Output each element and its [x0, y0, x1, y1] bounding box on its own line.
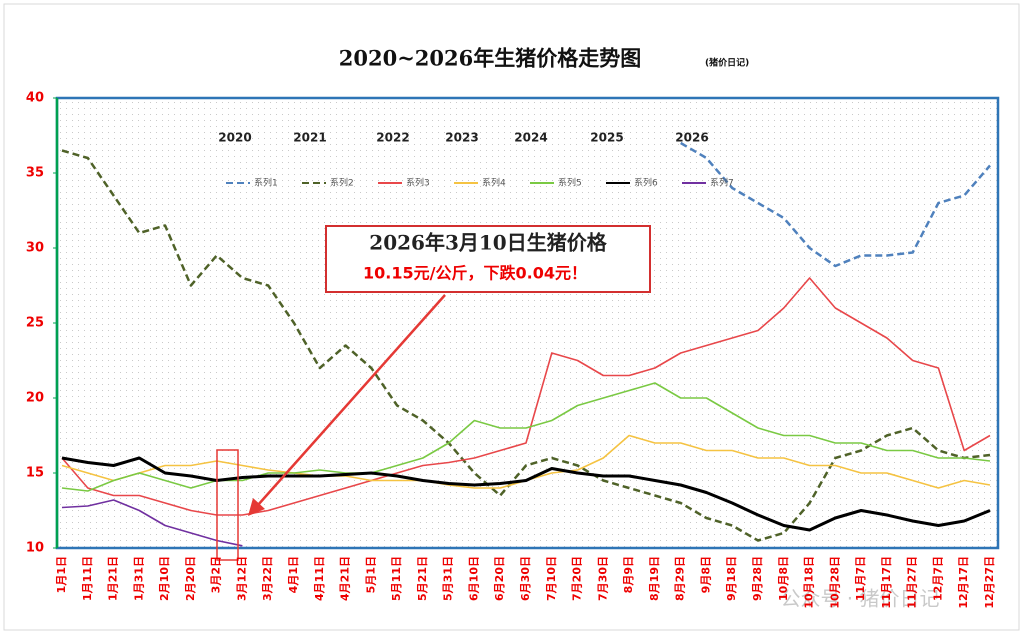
y-tick-label: 15	[26, 466, 44, 481]
year-label: 2023	[445, 131, 478, 145]
x-tick-label: 9月18日	[725, 556, 738, 601]
annotation-title: 2026年3月10日生猪价格	[369, 231, 607, 255]
x-tick-label: 4月1日	[287, 556, 300, 593]
watermark: 公众号 · 猪价日记	[780, 587, 939, 611]
x-tick-label: 1月11日	[81, 556, 94, 601]
x-tick-label: 4月21日	[339, 556, 352, 601]
x-tick-label: 3月22日	[261, 556, 274, 601]
year-label: 2021	[293, 131, 326, 145]
y-tick-label: 25	[26, 316, 44, 331]
legend-label: 系列6	[634, 177, 658, 189]
y-tick-label: 30	[26, 241, 44, 256]
y-tick-label: 35	[26, 166, 44, 181]
year-label: 2020	[218, 131, 251, 145]
x-tick-label: 5月1日	[364, 556, 377, 593]
x-tick-label: 3月2日	[210, 556, 223, 593]
plot-background	[57, 98, 998, 548]
x-tick-label: 10月28日	[828, 556, 841, 609]
x-tick-label: 10月18日	[803, 556, 816, 609]
annotation-text: 10.15元/公斤，下跌0.04元！	[363, 264, 587, 283]
year-label: 2026	[675, 131, 708, 145]
legend-label: 系列4	[482, 177, 506, 189]
x-tick-label: 7月10日	[545, 556, 558, 601]
x-tick-label: 12月7日	[931, 556, 944, 601]
year-label: 2024	[514, 131, 547, 145]
x-tick-label: 5月31日	[442, 556, 455, 601]
x-tick-label: 11月7日	[854, 556, 867, 601]
x-tick-label: 12月17日	[957, 556, 970, 609]
highlight-box	[216, 449, 239, 561]
x-tick-label: 11月17日	[880, 556, 893, 609]
x-tick-label: 2月20日	[184, 556, 197, 601]
x-tick-label: 8月9日	[622, 556, 635, 593]
legend-label: 系列1	[254, 177, 278, 189]
legend-label: 系列2	[330, 177, 354, 189]
annotation-arrow	[257, 294, 446, 506]
legend-label: 系列5	[558, 177, 582, 189]
x-tick-label: 6月20日	[493, 556, 506, 601]
y-tick-label: 20	[26, 391, 44, 406]
x-tick-label: 10月8日	[777, 556, 790, 601]
x-tick-label: 7月30日	[596, 556, 609, 601]
series-line	[61, 499, 243, 547]
year-label: 2025	[590, 131, 623, 145]
annotation-box	[325, 225, 651, 293]
x-tick-label: 11月27日	[906, 556, 919, 609]
legend-label: 系列3	[406, 177, 430, 189]
x-tick-label: 12月27日	[983, 556, 996, 609]
x-tick-label: 1月21日	[107, 556, 120, 601]
x-tick-label: 5月21日	[416, 556, 429, 601]
x-tick-label: 2月10日	[158, 556, 171, 601]
series-line	[680, 141, 991, 268]
legend-label: 系列7	[710, 177, 734, 189]
arrow-head	[248, 498, 265, 516]
x-tick-label: 8月19日	[648, 556, 661, 601]
series-line	[61, 149, 991, 542]
x-tick-label: 3月12日	[235, 556, 248, 601]
x-tick-label: 5月11日	[390, 556, 403, 601]
x-tick-label: 9月28日	[751, 556, 764, 601]
chart-subtitle: (猪价日记)	[705, 57, 749, 69]
x-tick-label: 4月11日	[313, 556, 326, 601]
y-tick-label: 10	[26, 541, 44, 556]
x-tick-label: 6月10日	[467, 556, 480, 601]
chart-title: 2020~2026年生猪价格走势图	[339, 46, 642, 71]
year-label: 2022	[376, 131, 409, 145]
x-tick-label: 9月8日	[699, 556, 712, 593]
x-tick-label: 7月20日	[571, 556, 584, 601]
x-tick-label: 1月1日	[55, 556, 68, 593]
x-tick-label: 6月30日	[519, 556, 532, 601]
x-tick-label: 8月29日	[674, 556, 687, 601]
y-tick-label: 40	[26, 91, 44, 106]
x-tick-label: 1月31日	[132, 556, 145, 601]
